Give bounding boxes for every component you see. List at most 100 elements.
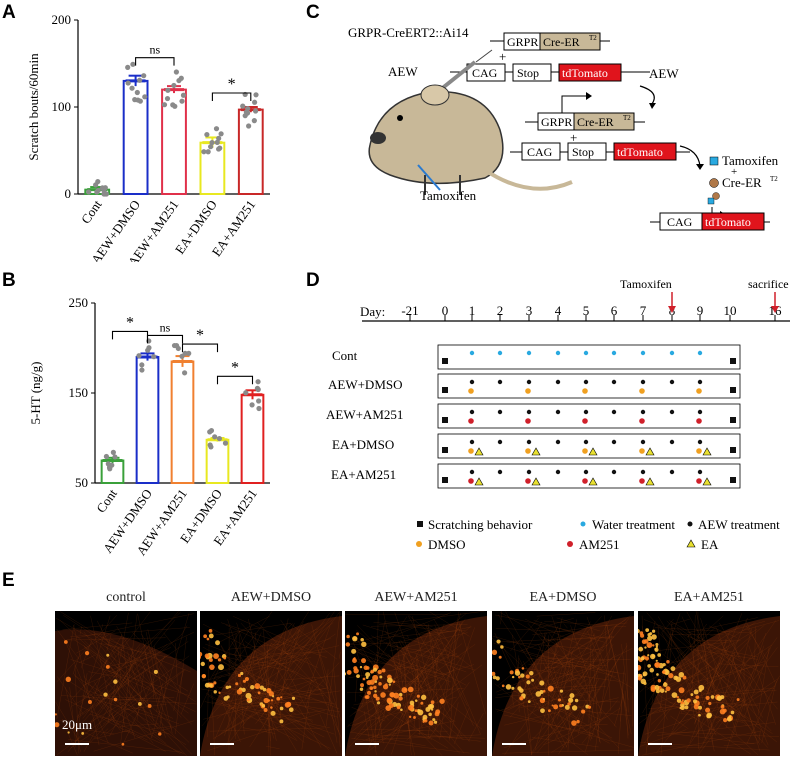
am251-marker: [639, 418, 645, 424]
group-box: [437, 403, 741, 429]
significance-bracket: [146, 334, 184, 344]
aew-marker: [469, 379, 475, 385]
aew-marker: [669, 439, 675, 445]
cag-text-3: CAG: [667, 215, 693, 229]
significance-label: ns: [149, 43, 160, 57]
aew-marker: [497, 409, 503, 415]
water-marker: [583, 350, 589, 356]
day-tick-label: 6: [611, 303, 618, 318]
data-point: [139, 362, 145, 368]
significance-bracket: [111, 330, 149, 340]
tdtomato-text-1: tdTomato: [562, 66, 608, 80]
data-point: [180, 92, 187, 98]
cre-box: [539, 32, 601, 51]
data-point: [204, 131, 210, 138]
ea-marker: [645, 477, 655, 486]
data-point: [256, 405, 262, 412]
cre-pacman-icon: [709, 178, 719, 188]
data-point: [251, 118, 257, 124]
day-tick-label: 0: [442, 303, 449, 318]
significance-label: ns: [160, 320, 171, 334]
bar-aew-dmso: [135, 356, 160, 484]
day-tick-label: 4: [555, 303, 562, 318]
water-marker: [640, 350, 646, 356]
data-point: [172, 103, 178, 109]
legend-am251: AM251: [579, 537, 619, 552]
group-label: EA+AM251: [331, 467, 396, 482]
data-point: [110, 449, 116, 455]
bar-ea-am251: [237, 108, 264, 195]
aew-marker: [697, 439, 703, 445]
dmso-marker: [468, 448, 474, 454]
scratching-marker: [442, 477, 448, 483]
legend-cre: Cre-ER: [722, 175, 762, 190]
y-tick-label: 150: [69, 385, 89, 400]
aew-marker: [583, 409, 589, 415]
micrograph-2: [345, 611, 487, 756]
cag-text-1: CAG: [472, 66, 498, 80]
dmso-marker: [582, 448, 588, 454]
data-point: [243, 390, 249, 396]
data-point: [103, 191, 110, 197]
aew-marker: [555, 379, 561, 385]
data-point: [93, 182, 99, 188]
y-tick-label: 100: [52, 99, 72, 114]
data-point: [171, 342, 178, 349]
ea-marker: [474, 447, 484, 456]
aew-marker: [497, 439, 503, 445]
group-box: [437, 344, 741, 370]
y-tick-label: 50: [75, 475, 88, 490]
dmso-legend-icon: [416, 541, 422, 547]
panel-label-b: B: [2, 270, 16, 291]
micrograph-3: [492, 611, 634, 756]
data-point: [179, 98, 185, 104]
ea-legend-icon: [686, 539, 696, 548]
water-marker: [611, 350, 617, 356]
group-box: [437, 433, 741, 459]
data-point: [129, 85, 135, 91]
mouse-illustration: [368, 84, 573, 195]
am251-legend-icon: [567, 541, 573, 547]
legend-tamoxifen: Tamoxifen: [722, 153, 779, 168]
micrograph-title: AEW+AM251: [374, 590, 458, 605]
aew-marker: [583, 379, 589, 385]
genotype-label: GRPR-CreERT2::Ai14: [348, 25, 469, 40]
legend-aew: AEW treatment: [698, 517, 780, 532]
aew-right-label: AEW: [649, 66, 679, 81]
data-point: [246, 123, 252, 129]
aew-marker: [611, 439, 617, 445]
data-point: [216, 135, 222, 141]
aew-marker: [583, 469, 589, 475]
data-point: [216, 146, 222, 152]
tamoxifen-marker-label: Tamoxifen: [620, 277, 672, 291]
am251-marker: [582, 478, 588, 484]
significance-bracket: [211, 92, 252, 101]
am251-marker: [468, 478, 474, 484]
data-point: [142, 94, 148, 100]
day-tick-label: 9: [697, 303, 704, 318]
tamoxifen-arrow-head: [668, 306, 676, 313]
grpr-text: GRPR: [507, 35, 538, 49]
data-point: [252, 99, 258, 105]
data-point: [212, 434, 218, 440]
data-point: [125, 80, 131, 86]
cre-text: Cre-ER: [543, 35, 580, 49]
tdtomato-text-3: tdTomato: [705, 215, 751, 229]
y-axis-label: 5-HT (ng/g): [28, 362, 43, 425]
data-point: [205, 149, 211, 155]
scratching-marker: [730, 358, 736, 364]
water-marker: [669, 350, 675, 356]
data-point: [146, 345, 152, 351]
panel-c-schematic: GRPR-CreERT2::Ai14 GRPR Cre-ER T2 + CAG …: [348, 25, 779, 231]
group-box: [437, 373, 741, 399]
micrograph-1: [200, 611, 342, 756]
data-point: [105, 461, 111, 467]
y-tick-label: 250: [69, 295, 89, 310]
am251-marker: [696, 418, 702, 424]
aew-marker: [640, 439, 646, 445]
data-point: [186, 350, 192, 356]
day-tick-label: 5: [583, 303, 590, 318]
scratching-marker: [442, 447, 448, 453]
data-point: [208, 427, 215, 434]
data-point: [214, 139, 220, 145]
